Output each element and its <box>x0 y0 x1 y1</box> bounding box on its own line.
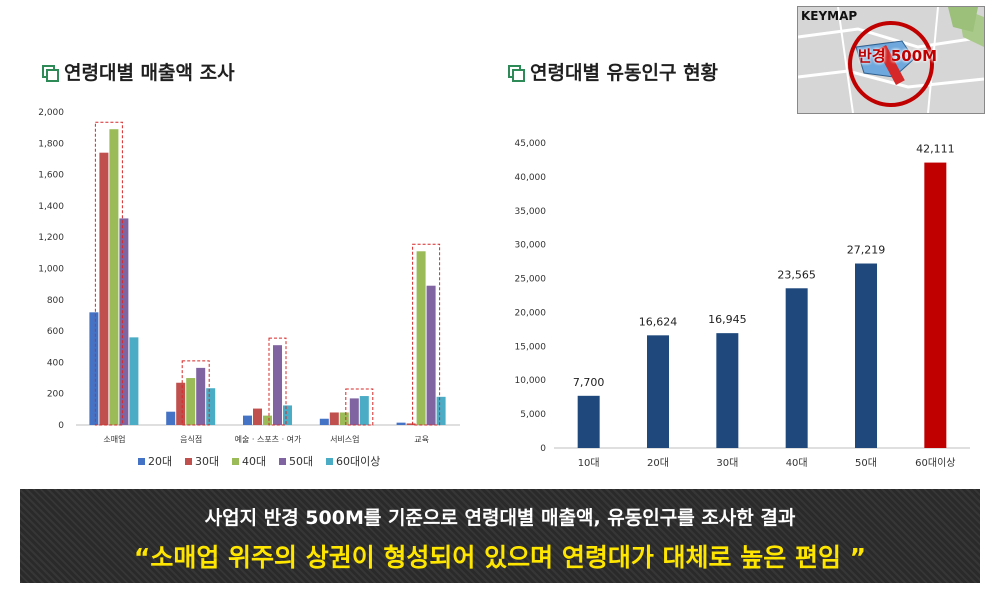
bar <box>426 285 436 425</box>
legend-swatch <box>185 458 192 465</box>
legend-swatch <box>232 458 239 465</box>
bar <box>406 423 416 425</box>
y-tick-label: 1,200 <box>38 233 64 243</box>
left-bar-chart: 0 200 400 600 800 1,000 1,200 1,400 1,600 1,800 2,… <box>38 108 460 468</box>
x-category-label: 40대 <box>786 457 808 469</box>
legend-entry: 20대 <box>148 455 172 468</box>
keymap-map-image <box>798 7 984 113</box>
x-category-label: 50대 <box>855 457 877 469</box>
legend-entry: 50대 <box>289 455 313 468</box>
data-label: 42,111 <box>916 143 955 156</box>
y-tick-label: 15,000 <box>515 342 547 352</box>
bar <box>319 418 329 425</box>
data-label: 16,624 <box>639 315 678 328</box>
legend-swatch <box>279 458 286 465</box>
bar <box>253 408 262 425</box>
y-tick-label: 1,000 <box>38 265 64 275</box>
bar <box>243 415 252 425</box>
bar <box>186 378 196 425</box>
keymap: KEYMAP 반경 500M <box>797 6 985 114</box>
x-category-label: 예술 · 스포츠 · 여가 <box>235 434 302 444</box>
bar <box>359 396 369 425</box>
banner-highlight-text: “소매업 위주의 상권이 형성되어 있으며 연령대가 대체로 높은 편임 ” <box>133 543 867 572</box>
y-tick-label: 200 <box>47 390 64 400</box>
y-tick-label: 2,000 <box>38 108 64 118</box>
y-tick-label: 25,000 <box>515 275 547 285</box>
right-bar-chart: 0 5,000 10,000 15,000 20,000 25,000 30,000 35,0… <box>515 139 970 469</box>
y-tick-label: 1,800 <box>38 139 64 149</box>
x-category-label: 서비스업 <box>330 435 359 444</box>
right-chart-title: 연령대별 유동인구 현황 <box>508 58 718 85</box>
section-bullet-icon <box>42 64 59 82</box>
bar <box>166 411 176 425</box>
bar <box>129 337 139 425</box>
legend-entry: 60대이상 <box>336 455 380 468</box>
bar <box>577 395 600 448</box>
bar <box>206 388 216 425</box>
bar <box>196 367 206 425</box>
bar <box>416 251 426 425</box>
highlight-box <box>181 360 210 426</box>
x-category-label: 음식점 <box>180 434 202 444</box>
x-category-label: 60대이상 <box>915 457 955 469</box>
keymap-radius-label: 반경 500M <box>858 47 938 65</box>
bar <box>647 335 669 448</box>
conclusion-banner: 사업지 반경 500M를 기준으로 연령대별 매출액, 유동인구를 조사한 결과… <box>20 489 980 583</box>
bar <box>283 405 292 425</box>
y-tick-label: 600 <box>47 327 64 337</box>
y-tick-label: 45,000 <box>515 139 547 149</box>
data-label: 16,945 <box>708 313 747 326</box>
y-tick-label: 1,600 <box>38 171 64 181</box>
bar <box>89 312 99 425</box>
highlight-box <box>345 388 374 426</box>
right-chart-title-text: 연령대별 유동인구 현황 <box>530 62 719 84</box>
x-category-label: 30대 <box>716 457 738 469</box>
left-chart-title: 연령대별 매출액 조사 <box>42 58 235 85</box>
bar <box>273 345 282 425</box>
bar <box>339 412 349 425</box>
bar <box>176 382 186 425</box>
left-chart-title-text: 연령대별 매출액 조사 <box>64 62 235 84</box>
data-label: 7,700 <box>573 376 605 389</box>
bar <box>109 129 119 425</box>
data-label: 27,219 <box>847 244 886 257</box>
x-category-label: 10대 <box>578 457 600 469</box>
legend-swatch <box>138 458 145 465</box>
highlight-box <box>268 337 287 426</box>
y-tick-label: 400 <box>47 358 64 368</box>
highlight-box <box>412 243 441 426</box>
bar <box>436 396 446 425</box>
bar <box>99 152 109 425</box>
y-tick-label: 40,000 <box>515 173 547 183</box>
bar <box>263 415 272 425</box>
banner-summary-text: 사업지 반경 500M를 기준으로 연령대별 매출액, 유동인구를 조사한 결과 <box>204 507 796 529</box>
legend-entry: 30대 <box>195 455 219 468</box>
keymap-label: KEYMAP <box>801 9 858 23</box>
section-bullet-icon <box>508 64 525 82</box>
bar <box>855 263 877 448</box>
y-tick-label: 800 <box>47 296 64 306</box>
y-tick-label: 0 <box>58 421 64 431</box>
y-tick-label: 30,000 <box>515 241 547 251</box>
legend-swatch <box>326 458 333 465</box>
bar <box>119 218 129 425</box>
y-tick-label: 0 <box>540 444 546 454</box>
y-tick-label: 5,000 <box>520 410 546 420</box>
bar <box>716 333 739 448</box>
y-tick-label: 20,000 <box>515 308 547 318</box>
y-tick-label: 35,000 <box>515 207 547 217</box>
legend-entry: 40대 <box>242 455 266 468</box>
x-category-label: 20대 <box>647 457 669 469</box>
x-category-label: 소매업 <box>103 435 125 444</box>
bar <box>924 162 947 448</box>
bar <box>785 288 808 448</box>
bar <box>396 422 406 425</box>
y-tick-label: 10,000 <box>515 376 547 386</box>
bar <box>329 412 339 425</box>
data-label: 23,565 <box>777 268 816 281</box>
bar <box>349 398 359 425</box>
x-category-label: 교육 <box>414 435 429 444</box>
y-tick-label: 1,400 <box>38 202 64 212</box>
